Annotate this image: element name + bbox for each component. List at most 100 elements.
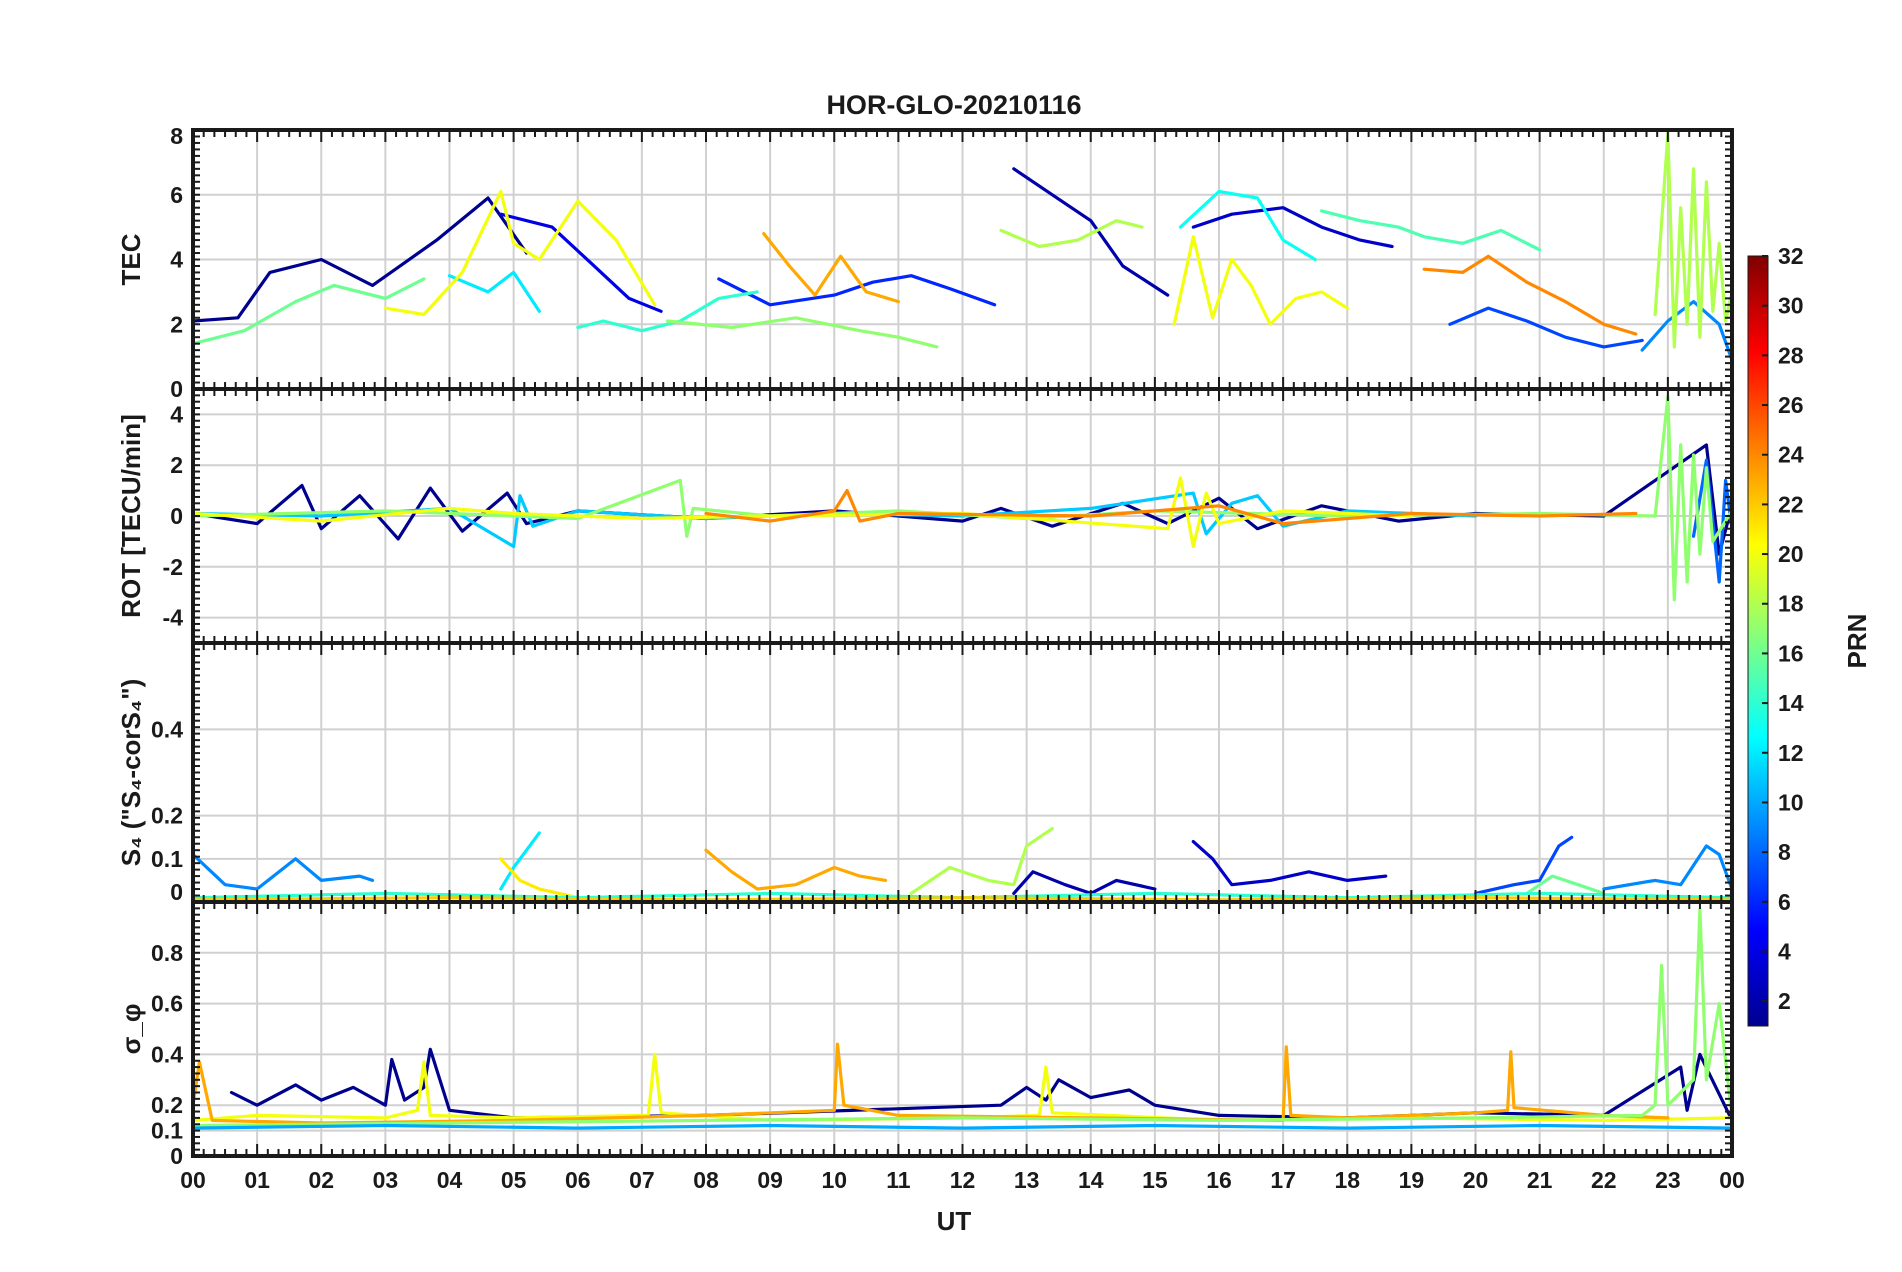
colorbar-gradient bbox=[1747, 255, 1769, 1027]
x-tick-label: 22 bbox=[1591, 1167, 1617, 1193]
panel-rot: -4 -2 0 2 4 ROT [TECU/min] bbox=[116, 387, 1734, 645]
y-tick-label: 0.2 bbox=[151, 803, 183, 829]
x-tick-label: 19 bbox=[1399, 1167, 1425, 1193]
series-line-tec-prn15-10 bbox=[1319, 209, 1542, 252]
series-line-s4-prn18-4 bbox=[909, 826, 1054, 896]
series-line-s4-prn3-6 bbox=[1191, 839, 1388, 887]
series-line-s4-prn12-1 bbox=[499, 831, 541, 891]
y-tick-label: 0.1 bbox=[151, 846, 183, 872]
y-tick-label: 0.1 bbox=[151, 1118, 183, 1144]
colorbar-tick-label: 22 bbox=[1778, 491, 1804, 517]
y-axis-label-rot: ROT [TECU/min] bbox=[116, 414, 146, 618]
y-tick-label: 2 bbox=[170, 452, 183, 478]
y-tick-label: -2 bbox=[163, 554, 183, 580]
x-tick-label: 04 bbox=[437, 1167, 463, 1193]
series-line-tec-prn14-9 bbox=[576, 290, 759, 333]
colorbar-tick-label: 24 bbox=[1778, 442, 1804, 468]
y-tick-label: 6 bbox=[170, 182, 183, 208]
x-tick-label: 11 bbox=[886, 1167, 911, 1193]
y-tick-label: 0.2 bbox=[151, 1092, 183, 1118]
x-tick-label: 21 bbox=[1527, 1167, 1553, 1193]
series-line-tec-prn6-4 bbox=[717, 274, 997, 307]
panel-s4: 0 0.1 0.2 0.4S₄ ("S₄-corS₄") bbox=[116, 641, 1734, 905]
x-tick-labels: 00 01 02 03 04 05 06 07 08 09 10 11 12 13 14 15 16 17 18 19… bbox=[180, 1167, 1745, 1193]
x-tick-label: 03 bbox=[373, 1167, 399, 1193]
x-tick-label: 16 bbox=[1206, 1167, 1232, 1193]
colorbar-tick-label: 26 bbox=[1778, 392, 1804, 418]
panel-grid bbox=[193, 130, 1732, 389]
x-tick-label: 01 bbox=[244, 1167, 270, 1193]
y-tick-label: -4 bbox=[163, 605, 184, 631]
series-line-s4-prn23-3 bbox=[704, 848, 888, 891]
series-line-tec-prn7-5 bbox=[1448, 306, 1644, 349]
panel-grid bbox=[193, 643, 1732, 902]
colorbar-label: PRN bbox=[1842, 614, 1872, 669]
series-line-rot-prn24-5 bbox=[704, 489, 1638, 526]
y-tick-label: 0.6 bbox=[151, 991, 183, 1017]
colorbar-tick-label: 8 bbox=[1778, 839, 1791, 865]
y-axis-label-s4: S₄ ("S₄-corS₄") bbox=[116, 679, 146, 867]
x-tick-label: 18 bbox=[1334, 1167, 1360, 1193]
y-tick-label: 8 bbox=[170, 123, 183, 149]
series-line-tec-prn1-0 bbox=[193, 196, 529, 323]
series-line-tec-prn13-8 bbox=[1178, 189, 1317, 262]
series-line-sigma-prn10-4 bbox=[193, 1123, 1732, 1130]
colorbar-tick-label: 32 bbox=[1778, 243, 1804, 269]
y-tick-label: 0 bbox=[170, 879, 183, 905]
series-line-s4-prn9-9 bbox=[1602, 844, 1732, 891]
colorbar-tick-label: 12 bbox=[1778, 740, 1804, 766]
y-tick-label: 4 bbox=[170, 401, 183, 427]
panel-frame bbox=[191, 900, 1734, 1158]
series-line-rot-prn20-4 bbox=[193, 476, 1414, 549]
y-tick-label: 0.8 bbox=[151, 940, 183, 966]
series-line-s4-prn2-5 bbox=[1012, 870, 1157, 896]
x-tick-label: 06 bbox=[565, 1167, 591, 1193]
x-tick-label: 13 bbox=[1014, 1167, 1040, 1193]
x-tick-label: 10 bbox=[821, 1167, 847, 1193]
colorbar-tick-label: 16 bbox=[1778, 640, 1804, 666]
series-line-tec-prn20-16 bbox=[1172, 235, 1349, 326]
x-tick-label: 02 bbox=[308, 1167, 334, 1193]
panel-tec: 0 2 4 6 8 TEC bbox=[116, 123, 1734, 402]
colorbar-tick-label: 2 bbox=[1778, 988, 1791, 1014]
colorbar-tick-label: 10 bbox=[1778, 789, 1804, 815]
series-line-tec-prn16-11 bbox=[193, 277, 426, 346]
series-line-tec-prn23-17 bbox=[762, 232, 901, 304]
x-tick-label: 09 bbox=[757, 1167, 783, 1193]
series-line-tec-prn20-15 bbox=[383, 189, 657, 317]
series-line-tec-prn4-3 bbox=[499, 212, 663, 313]
series-line-tec-prn18-14 bbox=[1653, 131, 1732, 349]
series-line-tec-prn18-13 bbox=[999, 219, 1144, 249]
colorbar-tick-label: 6 bbox=[1778, 889, 1791, 915]
x-tick-label: 08 bbox=[693, 1167, 719, 1193]
y-tick-label: 0.4 bbox=[151, 716, 183, 742]
panel-series bbox=[193, 131, 1732, 362]
x-axis-label: UT bbox=[937, 1206, 972, 1236]
series-line-tec-prn17-12 bbox=[665, 316, 939, 349]
y-tick-label: 2 bbox=[170, 311, 183, 337]
series-line-tec-prn3-2 bbox=[1191, 206, 1394, 249]
series-line-sigma-prn17-3 bbox=[193, 907, 1732, 1128]
y-tick-label: 0.4 bbox=[151, 1041, 183, 1067]
colorbar-tick-label: 20 bbox=[1778, 541, 1804, 567]
x-tick-label: 05 bbox=[501, 1167, 527, 1193]
x-tick-label: 12 bbox=[950, 1167, 976, 1193]
panel-sigma: 00.10.2 0.4 0.6 0.8 σ_φ bbox=[116, 900, 1734, 1169]
y-tick-label: 0 bbox=[170, 1143, 183, 1169]
series-line-tec-prn9-6 bbox=[1640, 300, 1732, 362]
y-tick-label: 0 bbox=[170, 376, 183, 402]
series-line-s4-prn16-8 bbox=[1525, 874, 1606, 896]
colorbar-tick-label: 28 bbox=[1778, 342, 1804, 368]
x-tick-label: 15 bbox=[1142, 1167, 1168, 1193]
y-axis-label-sigma: σ_φ bbox=[116, 1004, 146, 1055]
x-tick-label: 14 bbox=[1078, 1167, 1104, 1193]
series-line-sigma-prn1-0 bbox=[229, 1047, 1732, 1123]
series-line-s4-prn7-7 bbox=[1473, 835, 1574, 896]
x-tick-label: 00 bbox=[1719, 1167, 1745, 1193]
x-tick-label: 00 bbox=[180, 1167, 206, 1193]
panel-series bbox=[193, 907, 1732, 1130]
colorbar-tick-label: 18 bbox=[1778, 591, 1804, 617]
